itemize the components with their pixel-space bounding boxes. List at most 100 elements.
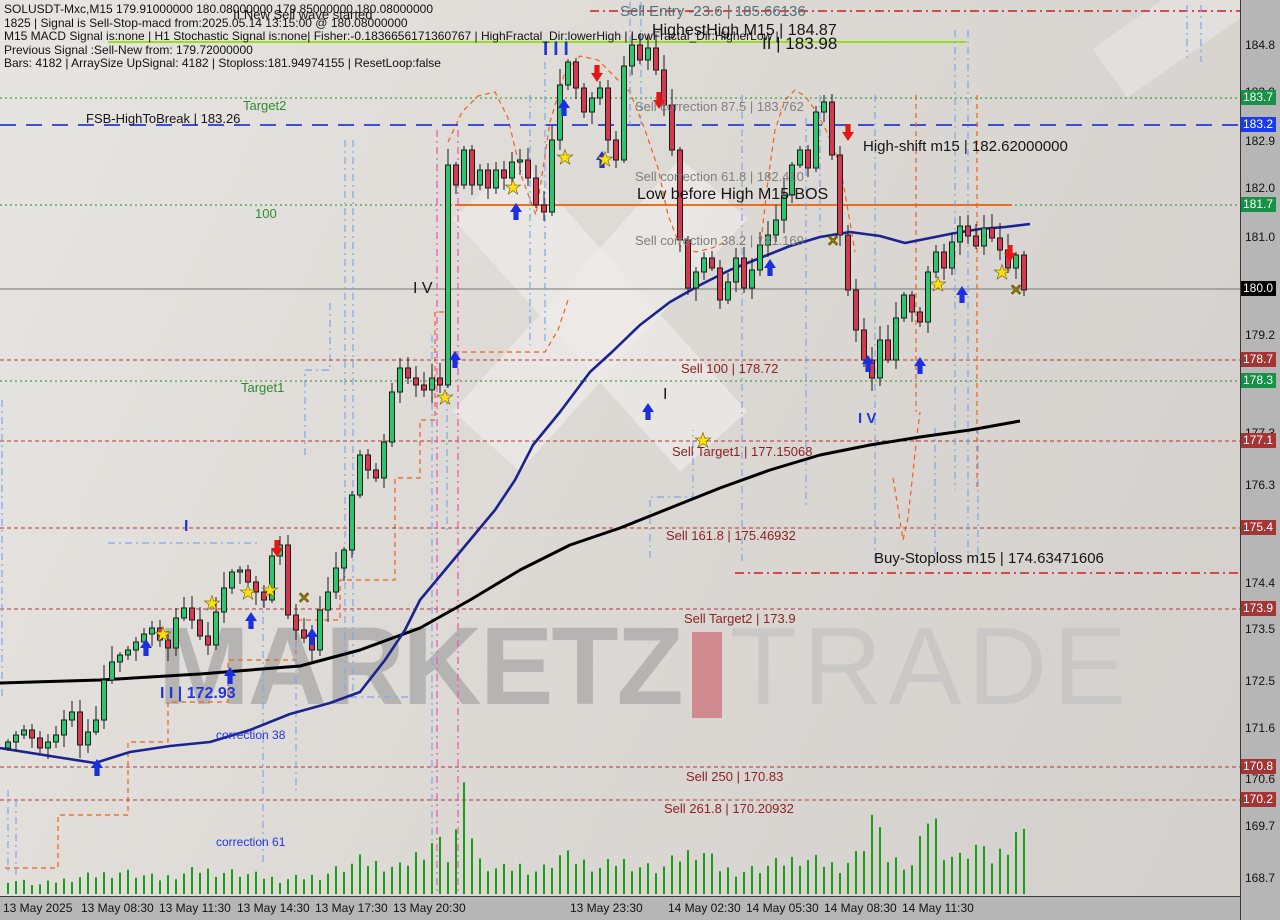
time-label: 14 May 11:30 <box>902 901 974 915</box>
up-arrow-marker <box>956 286 968 303</box>
candle <box>461 149 467 186</box>
candle <box>845 234 851 291</box>
ma-slow-black <box>0 419 1021 685</box>
level-100-label: 100 <box>255 206 277 221</box>
candle <box>773 219 779 236</box>
candle <box>677 149 683 241</box>
candle <box>925 271 931 323</box>
star-marker: ★ <box>154 624 172 646</box>
high-shift-label: High-shift m15 | 182.62000000 <box>863 138 1068 155</box>
price-tick-label: 170.6 <box>1245 772 1276 786</box>
candle <box>37 737 43 749</box>
price-tick-label: 184.8 <box>1245 38 1276 52</box>
time-label: 13 May 23:30 <box>570 901 643 915</box>
candle <box>389 391 395 443</box>
candle <box>469 149 475 186</box>
candle <box>725 281 731 301</box>
sar-upper-envelope <box>447 55 727 253</box>
up-arrow-marker <box>306 628 318 645</box>
time-label: 13 May 11:30 <box>159 901 231 915</box>
candle <box>69 711 75 721</box>
candle <box>909 294 915 313</box>
candle <box>237 569 243 573</box>
price-badge-177-1: 177.1 <box>1241 433 1277 448</box>
watermark: MARKETZ TRADE <box>158 612 1133 722</box>
info-line-bars: Bars: 4182 | ArraySize UpSignal: 4182 | … <box>4 56 441 70</box>
fractal-step-2 <box>304 302 331 455</box>
price-badge-178-3: 178.3 <box>1241 373 1277 388</box>
candle <box>813 111 819 169</box>
candle <box>509 161 515 179</box>
price-tick-label: 169.7 <box>1245 819 1276 833</box>
info-line-indicators: M15 MACD Signal is:none | H1 Stochastic … <box>4 29 779 43</box>
candle <box>197 619 203 637</box>
candle <box>405 367 411 379</box>
star-marker: ★ <box>556 147 574 169</box>
fractal-step-3 <box>649 430 694 558</box>
candle <box>253 581 259 593</box>
star-marker: ★ <box>993 262 1011 284</box>
time-label: 13 May 08:30 <box>81 901 154 915</box>
candle <box>125 649 131 656</box>
price-badge-175-4: 175.4 <box>1241 520 1277 535</box>
price-tick-label: 171.6 <box>1245 721 1276 735</box>
time-label: 14 May 08:30 <box>824 901 897 915</box>
candle <box>61 719 67 736</box>
candle <box>837 154 843 236</box>
candle <box>493 169 499 189</box>
candle <box>261 591 267 601</box>
up-arrow-marker <box>596 151 608 168</box>
sar-right-hump <box>759 89 856 253</box>
up-arrow-marker <box>91 759 103 776</box>
candle <box>213 611 219 646</box>
candle <box>245 569 251 583</box>
price-axis[interactable]: 184.8183.9182.9182.0181.0179.2177.3176.3… <box>1240 0 1280 920</box>
candle <box>981 227 987 247</box>
price-tick-label: 174.4 <box>1245 576 1276 590</box>
candle <box>21 729 27 736</box>
candle <box>221 587 227 613</box>
candle <box>853 289 859 331</box>
candle <box>293 614 299 631</box>
down-arrow-marker <box>1004 245 1016 262</box>
chart-canvas[interactable]: ★★ ★ ★★★★ ★★★★✕✕✕ <box>0 0 1240 896</box>
correction-38-label: correction 38 <box>216 728 286 742</box>
candle <box>181 607 187 619</box>
roman-four-blue: I V <box>858 410 877 427</box>
candle <box>453 164 459 186</box>
candle <box>397 367 403 393</box>
candle <box>957 225 963 243</box>
target2-label: Target2 <box>243 98 287 113</box>
candle <box>357 454 363 496</box>
candle <box>173 617 179 649</box>
watermark-text-right: TRADE <box>729 605 1133 728</box>
time-label: 13 May 17:30 <box>315 901 388 915</box>
up-arrow-marker <box>224 667 236 684</box>
price-tick-label: 172.5 <box>1245 674 1276 688</box>
time-label: 14 May 02:30 <box>668 901 741 915</box>
candle <box>421 384 427 391</box>
sell-correction-875-label: Sell correction 87.5 | 183.762 <box>635 99 804 114</box>
candle <box>85 731 91 746</box>
time-axis[interactable]: 13 May 2025 13 May 08:30 13 May 11:30 13 Ma… <box>0 896 1240 920</box>
buy-stoploss-label: Buy-Stoploss m15 | 174.63471606 <box>874 550 1104 567</box>
candle <box>29 729 35 739</box>
star-marker: ★ <box>929 274 947 296</box>
candle <box>53 734 59 743</box>
candle <box>285 544 291 616</box>
price-tick-label: 182.9 <box>1245 134 1276 148</box>
sell-target2-label: Sell Target2 | 173.9 <box>684 611 796 626</box>
up-arrow-marker <box>558 99 570 116</box>
candle <box>349 494 355 551</box>
roman-three-blue: III <box>543 39 574 60</box>
candle <box>885 339 891 361</box>
candle <box>877 339 883 379</box>
candle <box>301 629 307 639</box>
time-label: 13 May 2025 <box>3 901 73 915</box>
candle <box>93 719 99 733</box>
down-arrow-marker <box>842 124 854 141</box>
price-badge-173-9: 173.9 <box>1241 601 1277 616</box>
up-arrow-marker <box>140 639 152 656</box>
candle <box>445 164 451 386</box>
